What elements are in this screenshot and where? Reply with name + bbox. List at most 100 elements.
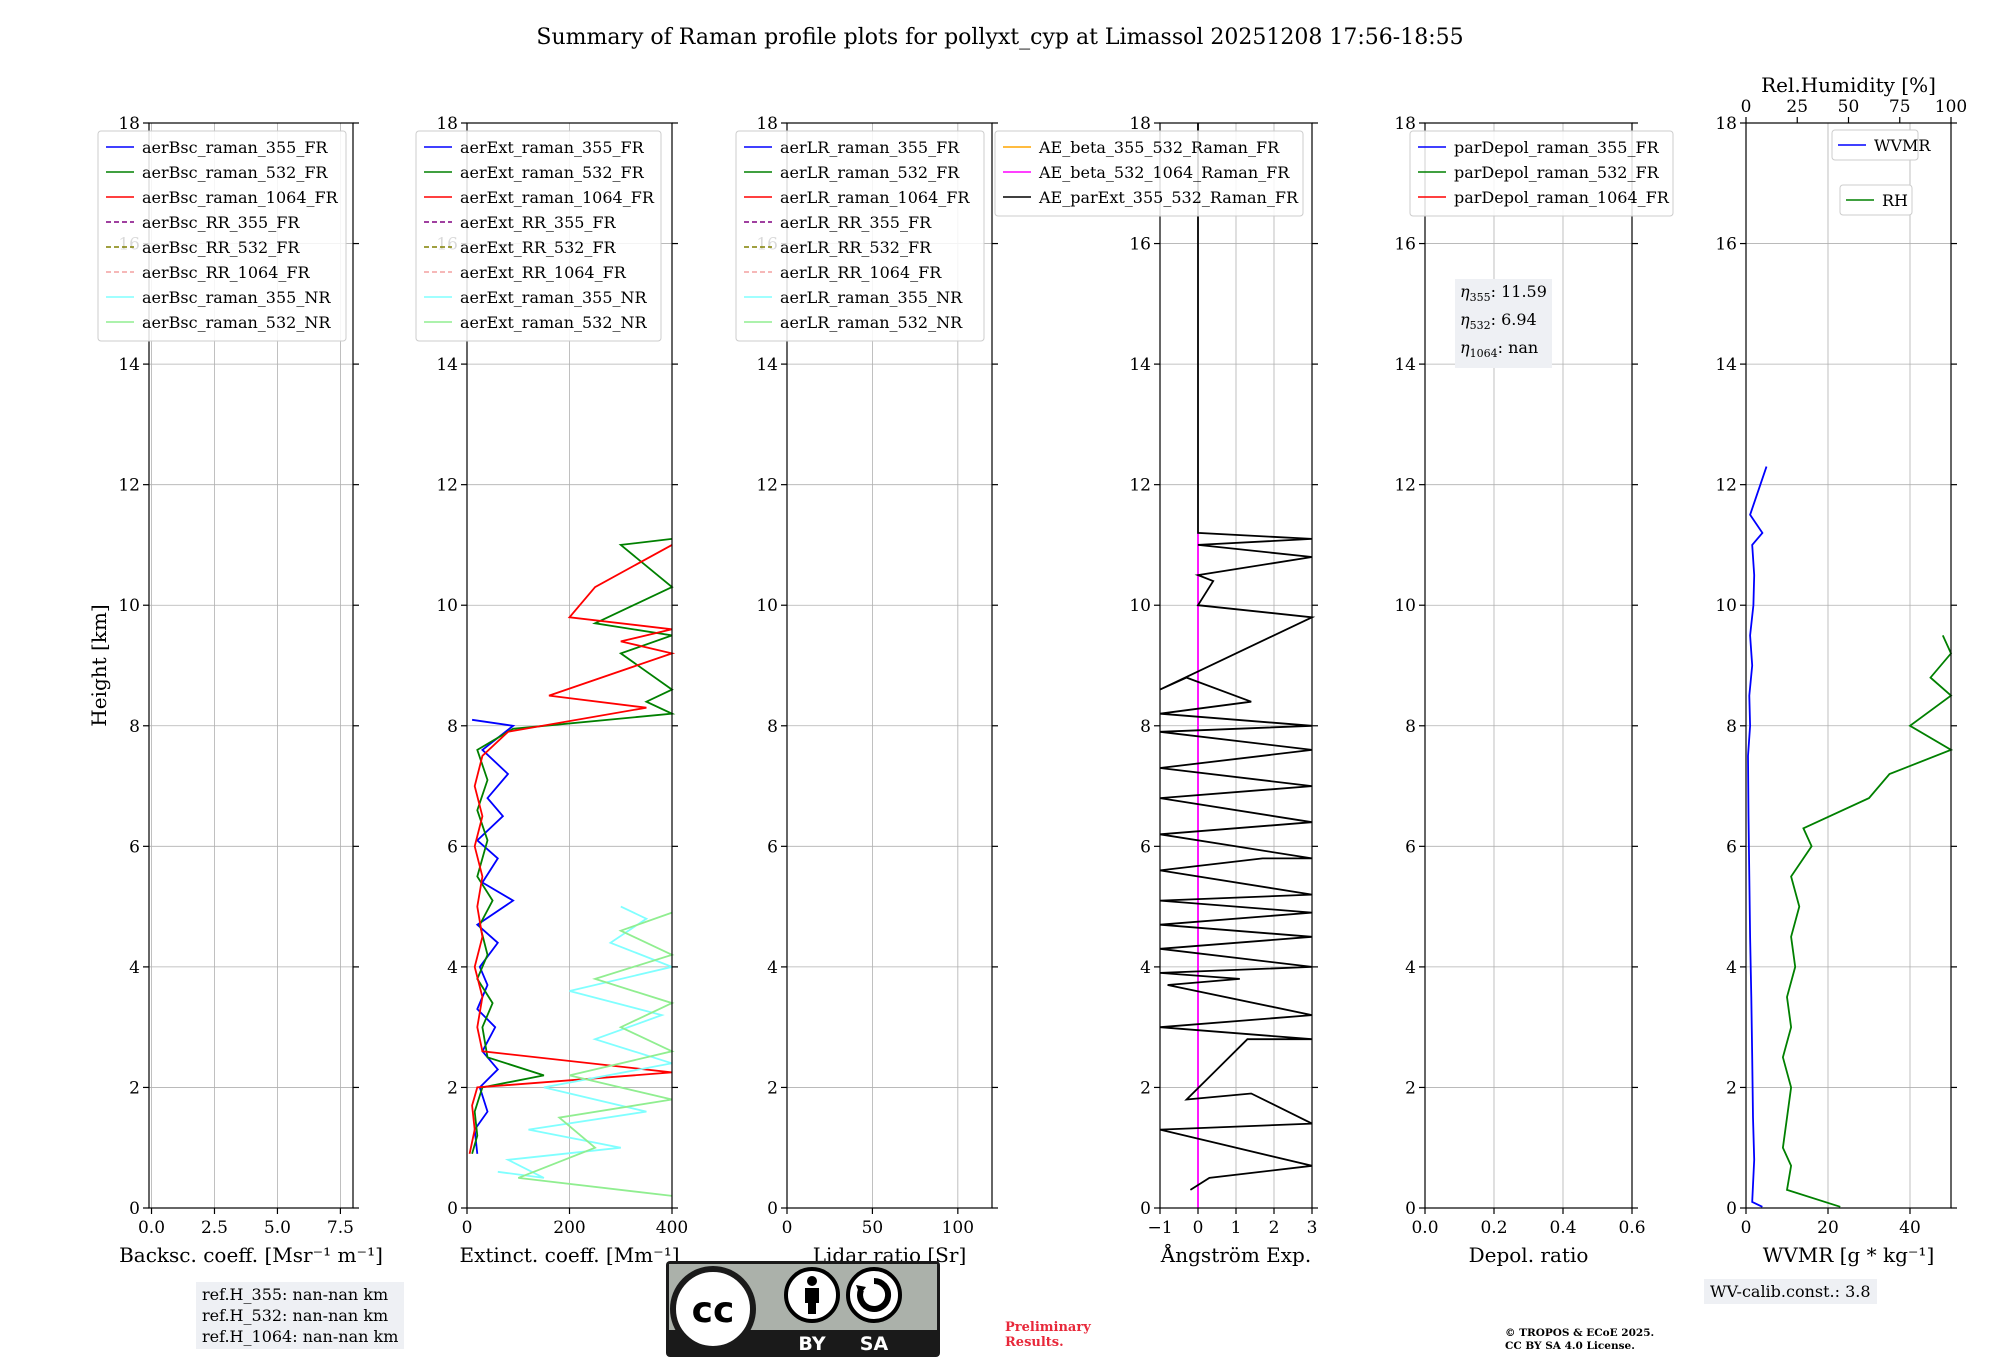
legend-label: AE_parExt_355_532_Raman_FR (1038, 188, 1299, 207)
xtick-label: 5.0 (264, 1218, 291, 1238)
ytick-label: 2 (129, 1078, 140, 1098)
legend-label: aerLR_raman_355_FR (780, 138, 960, 157)
panel-ext: 0246810121416180200400Extinct. coeff. [M… (415, 114, 688, 1267)
xtick-label: 0.6 (1618, 1218, 1645, 1238)
legend-label: aerExt_RR_355_FR (460, 213, 617, 232)
ytick-label: 2 (447, 1078, 458, 1098)
ytick-label: 12 (436, 476, 458, 496)
axes-frame (786, 122, 993, 1209)
figure-title: Summary of Raman profile plots for polly… (536, 25, 1463, 50)
top-tick-label: 75 (1889, 97, 1911, 117)
ytick-label: 10 (1715, 596, 1737, 616)
ytick-label: 6 (1405, 837, 1416, 857)
top-tick-label: 25 (1786, 97, 1808, 117)
copyright-line-1: © TROPOS & ECoE 2025. (1505, 1327, 1655, 1339)
legend-label: aerBsc_RR_532_FR (142, 238, 300, 257)
legend-box (994, 130, 1304, 217)
ytick-label: 16 (1129, 235, 1151, 255)
ytick-label: 14 (1394, 355, 1416, 375)
ytick-label: 10 (118, 596, 140, 616)
eta-1064-value: nan (1508, 338, 1539, 358)
copyright-note: © TROPOS & ECoE 2025. CC BY SA 4.0 Licen… (1505, 1327, 1654, 1353)
ytick-label: 18 (1394, 114, 1416, 134)
ytick-label: 16 (1394, 235, 1416, 255)
legend-label: aerLR_raman_532_FR (780, 163, 960, 182)
series-aerExt_raman_532_NR (517, 911, 675, 1197)
ytick-label: 6 (767, 837, 778, 857)
legend-label: aerBsc_raman_532_NR (142, 313, 331, 332)
ytick-label: 0 (1405, 1199, 1416, 1219)
legend-label: WVMR (1874, 136, 1931, 155)
legend-label: aerLR_RR_1064_FR (780, 263, 942, 282)
ytick-label: 6 (1726, 837, 1737, 857)
ytick-label: 14 (756, 355, 778, 375)
xtick-label: 0.2 (1480, 1218, 1507, 1238)
ytick-label: 0 (1726, 1199, 1737, 1219)
xtick-label: 400 (656, 1218, 688, 1238)
legend-label: aerExt_raman_355_FR (460, 138, 645, 157)
ytick-label: 8 (1405, 717, 1416, 737)
series-AE_parExt_355_532_Raman_FR (1159, 123, 1316, 1191)
eta-box: η355: 11.59 η532: 6.94 η1064: nan (1455, 279, 1552, 368)
xtick-label: 0.4 (1549, 1218, 1576, 1238)
ytick-label: 4 (767, 958, 778, 978)
xtick-label: 2.5 (201, 1218, 228, 1238)
wv-calib-box: WV-calib.const.: 3.8 (1704, 1279, 1877, 1304)
xtick-label: 0.0 (138, 1218, 165, 1238)
refh-532: ref.H_532: nan-nan km (202, 1306, 389, 1325)
xtick-label: 100 (942, 1218, 974, 1238)
axes-frame (148, 122, 354, 1209)
xtick-label: 2 (1269, 1218, 1280, 1238)
ytick-label: 4 (129, 958, 140, 978)
axes-frame (1424, 122, 1633, 1209)
eta-532-value: 6.94 (1501, 310, 1537, 330)
ytick-label: 16 (1715, 235, 1737, 255)
legend-label: aerExt_raman_532_NR (460, 313, 648, 332)
refh-1064: ref.H_1064: nan-nan km (202, 1327, 399, 1346)
xtick-label: 0 (782, 1218, 793, 1238)
ytick-label: 2 (1140, 1078, 1151, 1098)
legend-label: aerBsc_raman_355_NR (142, 288, 331, 307)
xtick-label: −1 (1147, 1218, 1172, 1238)
top-tick-label: 50 (1838, 97, 1860, 117)
legend-label: aerExt_RR_1064_FR (460, 263, 627, 282)
legend-label: aerLR_raman_1064_FR (780, 188, 970, 207)
badge-by-label: BY (798, 1333, 825, 1355)
legend-label: parDepol_raman_355_FR (1454, 138, 1660, 157)
ytick-label: 8 (1726, 717, 1737, 737)
legend-label: aerExt_raman_1064_FR (460, 188, 655, 207)
series-aerExt_raman_355_FR (471, 718, 516, 1154)
xtick-label: 1 (1231, 1218, 1242, 1238)
top-tick-label: 100 (1935, 97, 1967, 117)
x-axis-label: Backsc. coeff. [Msr⁻¹ m⁻¹] (119, 1243, 383, 1267)
series-aerExt_raman_1064_FR (468, 544, 676, 1154)
ytick-label: 2 (1405, 1078, 1416, 1098)
legend-label: aerBsc_raman_355_FR (142, 138, 328, 157)
xtick-label: 0 (462, 1218, 473, 1238)
ytick-label: 4 (1405, 958, 1416, 978)
ytick-label: 14 (1715, 355, 1737, 375)
legend-label: aerBsc_raman_532_FR (142, 163, 328, 182)
ytick-label: 10 (1394, 596, 1416, 616)
legend-label: aerLR_RR_355_FR (780, 213, 932, 232)
x-axis-label: WVMR [g * kg⁻¹] (1763, 1243, 1935, 1267)
top-axis-label: Rel.Humidity [%] (1761, 73, 1936, 97)
ytick-label: 0 (129, 1199, 140, 1219)
reference-height-box: ref.H_355: nan-nan km ref.H_532: nan-nan… (196, 1282, 405, 1349)
ytick-label: 18 (436, 114, 458, 134)
ytick-label: 8 (129, 717, 140, 737)
legend-label: AE_beta_355_532_Raman_FR (1038, 138, 1280, 157)
legend-box (415, 130, 662, 342)
badge-sa-label: SA (860, 1333, 889, 1355)
preliminary-line-1: Preliminary (1005, 1320, 1091, 1335)
legend-box (735, 130, 985, 342)
xtick-label: 40 (1899, 1218, 1921, 1238)
ytick-label: 14 (1129, 355, 1151, 375)
ytick-label: 18 (1129, 114, 1151, 134)
legend-label: aerLR_raman_532_NR (780, 313, 963, 332)
ytick-label: 6 (129, 837, 140, 857)
ytick-label: 10 (756, 596, 778, 616)
legend-box (97, 130, 347, 342)
